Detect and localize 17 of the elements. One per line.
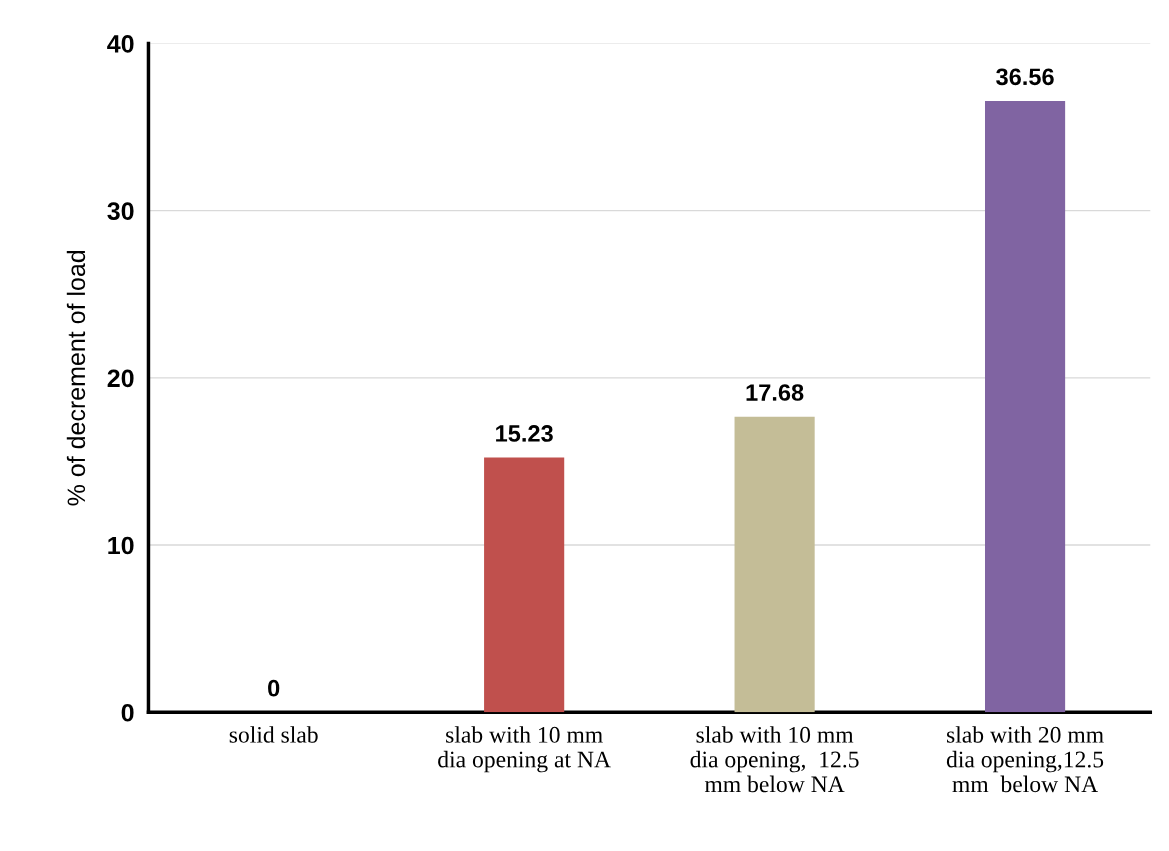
y-tick-label: 0 bbox=[121, 703, 134, 722]
x-tick-label: slab with 20 mm dia opening,12.5 mm below NA bbox=[946, 726, 1104, 793]
data-label: 0 bbox=[268, 679, 280, 697]
data-label: 15.23 bbox=[496, 425, 553, 442]
y-tick-label: 30 bbox=[107, 202, 134, 220]
y-tick-label: 20 bbox=[107, 369, 134, 388]
data-label: 17.68 bbox=[746, 384, 804, 401]
y-axis-title: % of decrement of load bbox=[66, 250, 86, 506]
bar bbox=[734, 416, 815, 713]
data-label: 36.56 bbox=[996, 68, 1054, 86]
y-tick-label: 40 bbox=[107, 35, 134, 53]
bar bbox=[984, 100, 1066, 713]
y-tick-label: 10 bbox=[108, 536, 134, 555]
bar bbox=[484, 457, 565, 713]
x-tick-label: solid slab bbox=[229, 726, 318, 743]
x-tick-label: slab with 10 mm dia opening at NA bbox=[438, 726, 611, 773]
x-tick-label: slab with 10 mm dia opening, 12.5 mm below NA bbox=[690, 726, 859, 793]
